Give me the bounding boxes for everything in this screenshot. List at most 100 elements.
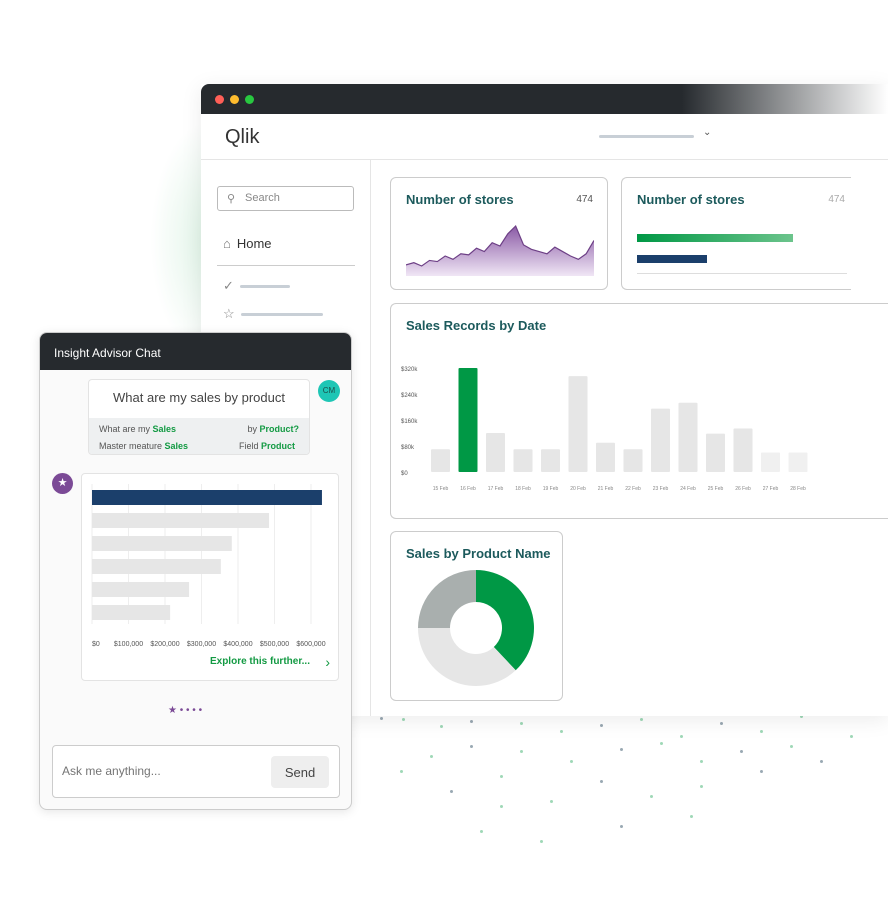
send-button[interactable]: Send	[271, 756, 329, 788]
insight-advisor-chat: Insight Advisor Chat What are my sales b…	[39, 332, 352, 810]
decorative-dot	[450, 790, 453, 793]
maximize-window-button[interactable]	[245, 94, 254, 104]
field-token: Product?	[259, 424, 300, 434]
area-fill	[406, 226, 594, 276]
bar	[596, 442, 615, 472]
interp-line1-left: What are my Sales	[99, 424, 176, 434]
check-circle-icon: ✓	[223, 278, 234, 293]
x-tick-label: 15 Feb	[433, 486, 449, 492]
question-text: What are my sales by product	[113, 390, 285, 405]
interp-line1-right: by Product?	[247, 424, 299, 434]
bar	[92, 582, 190, 597]
measure-token: Sales	[164, 441, 189, 451]
donut-chart	[418, 570, 534, 686]
close-window-button[interactable]	[215, 94, 224, 104]
bar	[761, 452, 780, 472]
bar	[541, 449, 560, 472]
kpi-bar-green	[637, 234, 793, 242]
decorative-dot	[660, 742, 663, 745]
x-tick-label: 24 Feb	[680, 486, 696, 492]
bar	[623, 449, 643, 472]
interp-line2-right: Field Product	[239, 441, 295, 451]
x-tick-label: $100,000	[114, 641, 143, 648]
sidebar-item-checked[interactable]: ✓	[223, 278, 290, 294]
account-dropdown[interactable]	[599, 135, 694, 138]
kpi-card-stores-2[interactable]: Number of stores 474	[621, 177, 851, 290]
chevron-down-icon[interactable]: ⌄	[703, 127, 712, 138]
question-interpretation: What are my Sales by Product? Master mea…	[89, 418, 309, 454]
decorative-dot	[470, 720, 473, 723]
text: What are my	[99, 424, 153, 434]
decorative-dot	[480, 830, 483, 833]
bar	[651, 408, 670, 472]
star-icon: ☆	[223, 306, 235, 321]
x-tick-label: 20 Feb	[570, 486, 586, 492]
decorative-dot	[850, 735, 853, 738]
horizontal-bar-chart: $0 $100,000 $200,000 $300,000 $400,000 $500,0…	[91, 484, 326, 648]
decorative-dot	[640, 718, 643, 721]
decorative-dot	[560, 730, 563, 733]
x-tick-label: 26 Feb	[735, 486, 751, 492]
donut-slice	[418, 570, 476, 628]
minimize-window-button[interactable]	[230, 94, 239, 104]
x-tick-label: 17 Feb	[488, 486, 504, 492]
y-tick-label: $80k	[401, 445, 415, 451]
y-tick-label: $0	[401, 471, 408, 477]
x-tick-label: 27 Feb	[763, 486, 779, 492]
donut-slice	[418, 628, 516, 686]
kpi-card-stores[interactable]: Number of stores 474	[390, 177, 608, 290]
sidebar-item-home[interactable]: ⌂ Home	[223, 236, 272, 251]
home-label: Home	[236, 236, 272, 251]
bar	[92, 559, 221, 574]
insight-advisor-icon: ★	[52, 473, 73, 494]
search-placeholder: Search	[245, 192, 280, 204]
y-tick-label: $320k	[401, 367, 418, 373]
decorative-dot	[440, 725, 443, 728]
decorative-dot	[380, 717, 383, 720]
kpi-bar-navy	[637, 255, 707, 263]
x-tick-label: $600,000	[296, 641, 325, 648]
card-title: Sales by Product Name	[406, 546, 551, 561]
bar	[92, 513, 270, 528]
y-tick-label: $240k	[401, 393, 418, 399]
chevron-right-icon[interactable]: ›	[325, 654, 330, 670]
kpi-value: 474	[576, 194, 593, 205]
bar	[788, 452, 808, 472]
text: by	[247, 424, 260, 434]
bar	[513, 449, 533, 472]
bar	[92, 605, 171, 620]
donut-slice	[476, 570, 534, 671]
bar	[568, 376, 588, 472]
search-input[interactable]: ⚲ Search	[217, 186, 354, 211]
decorative-dot	[570, 760, 573, 763]
avatar: CM	[318, 380, 340, 402]
decorative-dot	[520, 722, 523, 725]
bar	[706, 433, 725, 472]
sidebar: ⚲ Search ⌂ Home ✓ ☆	[201, 160, 371, 716]
decorative-dot	[700, 785, 703, 788]
decorative-dot	[600, 780, 603, 783]
decorative-dot	[402, 718, 405, 721]
bar	[678, 402, 698, 472]
decorative-dot	[470, 745, 473, 748]
answer-card: $0 $100,000 $200,000 $300,000 $400,000 $500,0…	[81, 473, 339, 681]
decorative-dot	[760, 770, 763, 773]
sidebar-item-starred[interactable]: ☆	[223, 306, 323, 322]
x-tick-label: 21 Feb	[598, 486, 614, 492]
x-tick-label: 23 Feb	[653, 486, 669, 492]
area-line	[406, 224, 594, 267]
sales-by-product-card[interactable]: Sales by Product Name	[390, 531, 563, 701]
decorative-dot	[800, 715, 803, 718]
chat-input-box: Send	[52, 745, 340, 798]
bar	[458, 368, 478, 472]
decorative-dot	[650, 795, 653, 798]
sales-by-date-card[interactable]: Sales Records by Date $0 $80k $160k $240k $3…	[390, 303, 888, 519]
bar	[733, 428, 753, 472]
decorative-dot	[430, 755, 433, 758]
x-tick-label: 22 Feb	[625, 486, 641, 492]
chat-input[interactable]	[62, 764, 252, 778]
app-header: Qlik ⌄	[201, 114, 888, 160]
item-placeholder	[240, 312, 323, 316]
card-title: Number of stores	[637, 192, 745, 207]
explore-further-link[interactable]: Explore this further...	[209, 656, 310, 667]
